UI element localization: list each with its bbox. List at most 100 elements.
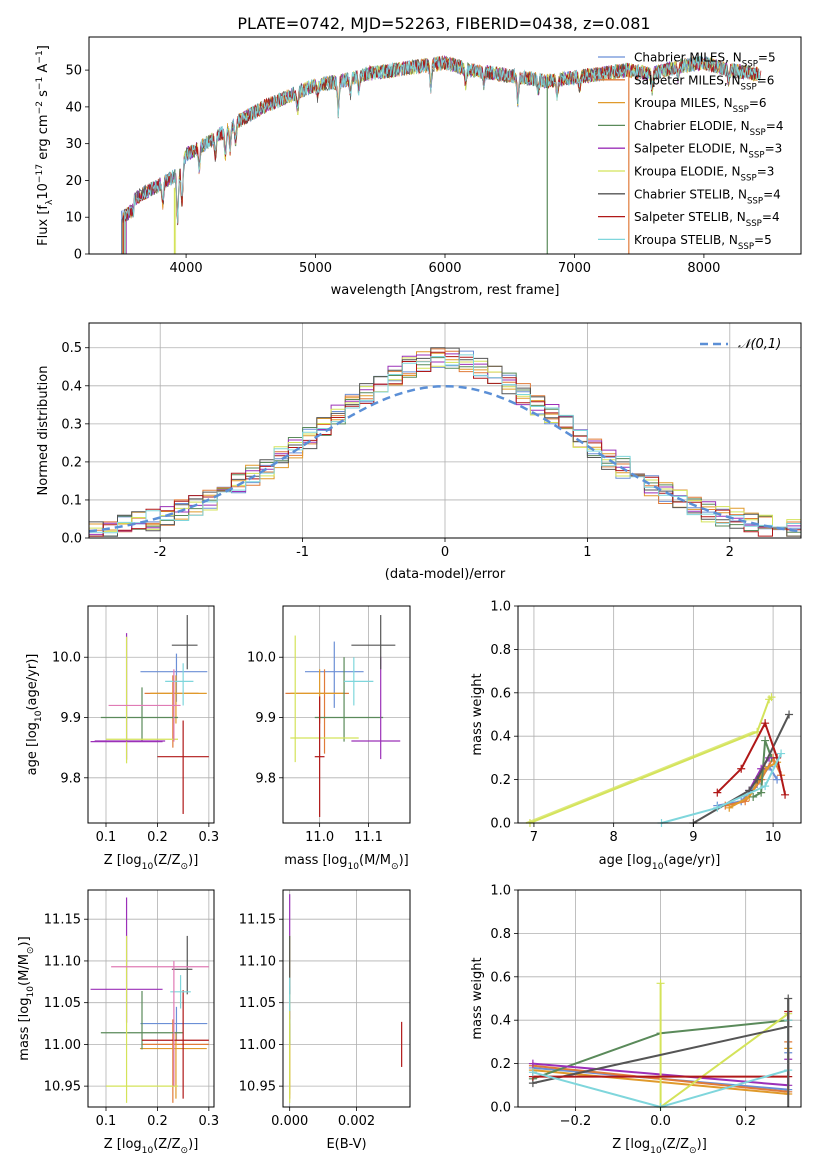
- axes-frame: [517, 605, 802, 824]
- y-tick-label: 1.0: [490, 884, 511, 899]
- x-tick-label: 5000: [299, 261, 332, 276]
- mass-weight-point: [528, 1059, 537, 1068]
- x-tick-label: 0.3: [199, 830, 220, 845]
- y-axis-label: Flux [fλ10−17 erg cm−2 s−1 A−1]: [35, 45, 55, 246]
- x-tick-label: -2: [154, 545, 167, 560]
- y-tick-label: 9.9: [60, 711, 81, 726]
- mass-weight-point: [767, 693, 776, 702]
- legend-entry: Kroupa MILES, NSSP=6: [634, 96, 767, 115]
- y-tick-label: 0: [74, 248, 82, 263]
- age-vs-metallicity-panel: 0.1 0.2 0.3 9.8 9.9 10.0 Z [log10(Z/Z⊙)] age [l…: [25, 605, 220, 872]
- x-tick-label: 8000: [687, 261, 720, 276]
- x-tick-label: 0.1: [96, 1114, 117, 1129]
- x-tick-label: -1: [296, 545, 309, 560]
- legend-entry: Kroupa STELIB, NSSP=5: [634, 233, 772, 252]
- legend-entry: 𝒩(0,1): [738, 337, 781, 352]
- y-tick-label: 9.8: [60, 771, 81, 786]
- axes-frame: [87, 889, 215, 1108]
- y-tick-label: 11.15: [44, 913, 81, 928]
- legend-entry: Chabrier ELODIE, NSSP=4: [634, 119, 783, 138]
- mass-weight-vs-age-panel: 7 8 9 10 0.0 0.2 0.4 0.6 0.8 1.0 age [log10(age/yr…: [470, 600, 802, 872]
- mass-weight-point: [761, 782, 770, 791]
- y-tick-label: 0.0: [490, 1101, 511, 1116]
- y-tick-label: 10.0: [52, 651, 81, 666]
- mass-weight-point: [781, 790, 790, 799]
- x-axis-label: Z [log10(Z/Z⊙)]: [104, 1137, 199, 1156]
- y-tick-label: 10.0: [247, 651, 276, 666]
- spectrum-panel: 4000 5000 6000 7000 8000 0 10 20 30 40 50 wavelengt…: [35, 36, 802, 298]
- legend-entry: Salpeter STELIB, NSSP=4: [634, 210, 780, 229]
- y-tick-label: 50: [65, 64, 82, 79]
- histogram-series: [89, 347, 801, 537]
- y-tick-label: 11.15: [239, 913, 276, 928]
- x-tick-label: 7: [530, 830, 538, 845]
- mass-vs-metallicity-panel: 0.1 0.2 0.3 10.95 11.00 11.05 11.10 11.15 Z [log…: [17, 889, 220, 1156]
- y-axis-label: age [log10(age/yr)]: [25, 654, 44, 776]
- y-tick-label: 0.5: [61, 341, 82, 356]
- x-tick-label: 0.1: [96, 830, 117, 845]
- y-axis-label: mass weight: [470, 673, 485, 755]
- axes-frame: [517, 889, 802, 1108]
- x-tick-label: 0.3: [199, 1114, 220, 1129]
- y-tick-label: 10.95: [44, 1080, 81, 1095]
- x-tick-label: 0.0: [650, 1114, 671, 1129]
- spectrum-line: [124, 55, 761, 254]
- x-axis-label: (data-model)/error: [385, 567, 506, 582]
- mass-weight-point: [761, 719, 770, 728]
- y-tick-label: 0.2: [61, 455, 82, 470]
- x-axis-label: mass [log10(M/M⊙)]: [284, 853, 408, 872]
- y-tick-label: 10: [65, 211, 82, 226]
- y-axis-label: mass weight: [470, 957, 485, 1039]
- mass-weight-point: [785, 710, 794, 719]
- x-axis-label: Z [log10(Z/Z⊙)]: [612, 1137, 707, 1156]
- x-axis-label: Z [log10(Z/Z⊙)]: [104, 853, 199, 872]
- x-tick-label: 0.2: [147, 830, 168, 845]
- y-tick-label: 40: [65, 100, 82, 115]
- y-tick-label: 0.2: [490, 773, 511, 788]
- mass-weight-line: [661, 753, 782, 824]
- mass-weight-point: [713, 803, 722, 812]
- x-tick-label: 0.2: [147, 1114, 168, 1129]
- y-tick-label: 10.95: [239, 1080, 276, 1095]
- mass-vs-extinction-panel: 0.000 0.002 10.95 11.00 11.05 11.10 11.15 E(B-V…: [239, 889, 411, 1152]
- x-tick-label: 9: [689, 830, 697, 845]
- x-tick-label: 0.002: [338, 1114, 375, 1129]
- mass-weight-point: [753, 775, 762, 784]
- y-axis-label: mass [log10(M/M⊙)]: [17, 936, 36, 1060]
- legend-entry: Chabrier STELIB, NSSP=4: [634, 187, 781, 206]
- axes-frame: [87, 605, 215, 824]
- y-tick-label: 11.05: [44, 996, 81, 1011]
- x-tick-label: 8: [610, 830, 618, 845]
- axes-frame: [282, 889, 411, 1108]
- y-tick-label: 0.6: [490, 686, 511, 701]
- y-tick-label: 11.00: [44, 1038, 81, 1053]
- mass-weight-point: [773, 775, 782, 784]
- y-tick-label: 9.8: [255, 771, 276, 786]
- mass-weight-point: [761, 736, 770, 745]
- y-tick-label: 0.6: [490, 970, 511, 985]
- x-axis-label: wavelength [Angstrom, rest frame]: [331, 283, 560, 298]
- legend-entry: Kroupa ELODIE, NSSP=3: [634, 165, 774, 184]
- y-tick-label: 0.3: [61, 417, 82, 432]
- x-tick-label: 4000: [170, 261, 203, 276]
- legend-entry: Salpeter ELODIE, NSSP=3: [634, 142, 782, 161]
- y-tick-label: 0.0: [490, 817, 511, 832]
- x-axis-label: age [log10(age/yr)]: [599, 853, 721, 872]
- y-tick-label: 0.1: [61, 493, 82, 508]
- y-tick-label: 0.2: [490, 1057, 511, 1072]
- mass-weight-point: [656, 979, 665, 988]
- x-tick-label: 7000: [558, 261, 591, 276]
- y-tick-label: 0.4: [61, 379, 82, 394]
- y-tick-label: 11.05: [239, 996, 276, 1011]
- x-tick-label: 0.000: [271, 1114, 308, 1129]
- x-tick-label: −0.2: [560, 1114, 592, 1129]
- x-tick-label: 6000: [428, 261, 461, 276]
- y-tick-label: 0.8: [490, 927, 511, 942]
- mass-weight-point: [725, 803, 734, 812]
- x-tick-label: 0.2: [735, 1114, 756, 1129]
- y-tick-label: 11.10: [239, 954, 276, 969]
- x-tick-label: 0: [441, 545, 449, 560]
- x-tick-label: 11.0: [305, 830, 334, 845]
- mass-weight-point: [757, 788, 766, 797]
- y-tick-label: 0.4: [490, 730, 511, 745]
